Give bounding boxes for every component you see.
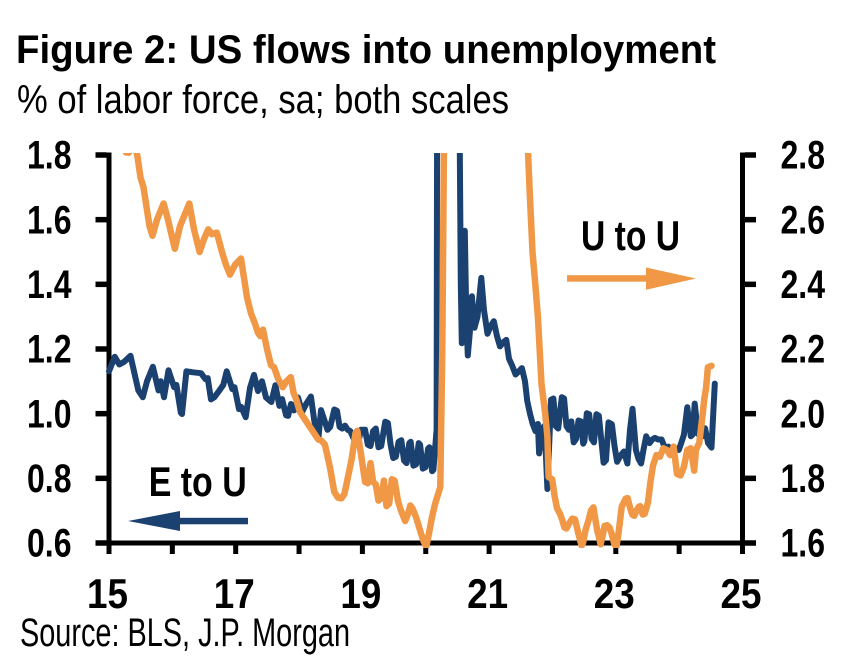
svg-text:1.6: 1.6 xyxy=(27,198,72,242)
svg-text:2.4: 2.4 xyxy=(781,263,826,307)
svg-text:1.8: 1.8 xyxy=(781,457,826,501)
svg-text:1.8: 1.8 xyxy=(27,134,72,178)
svg-text:Figure 2: US flows into unempl: Figure 2: US flows into unemployment xyxy=(16,28,716,72)
svg-text:1.2: 1.2 xyxy=(27,328,72,372)
svg-text:1.6: 1.6 xyxy=(781,522,826,566)
svg-text:15: 15 xyxy=(87,570,128,617)
svg-text:23: 23 xyxy=(594,570,635,617)
svg-text:2.6: 2.6 xyxy=(781,198,826,242)
svg-text:19: 19 xyxy=(340,570,381,617)
svg-text:Source: BLS, J.P. Morgan: Source: BLS, J.P. Morgan xyxy=(20,611,350,655)
svg-text:25: 25 xyxy=(721,570,762,617)
svg-text:U to U: U to U xyxy=(581,212,680,259)
svg-text:17: 17 xyxy=(214,570,255,617)
svg-text:% of labor force, sa; both sca: % of labor force, sa; both scales xyxy=(17,78,509,122)
svg-text:0.6: 0.6 xyxy=(27,522,72,566)
svg-text:E to U: E to U xyxy=(149,458,247,505)
svg-text:2.8: 2.8 xyxy=(781,134,826,178)
svg-text:1.0: 1.0 xyxy=(27,392,72,436)
svg-text:21: 21 xyxy=(467,570,508,617)
svg-text:0.8: 0.8 xyxy=(27,457,72,501)
svg-text:2.2: 2.2 xyxy=(781,328,826,372)
svg-text:1.4: 1.4 xyxy=(27,263,72,307)
svg-text:2.0: 2.0 xyxy=(781,392,826,436)
